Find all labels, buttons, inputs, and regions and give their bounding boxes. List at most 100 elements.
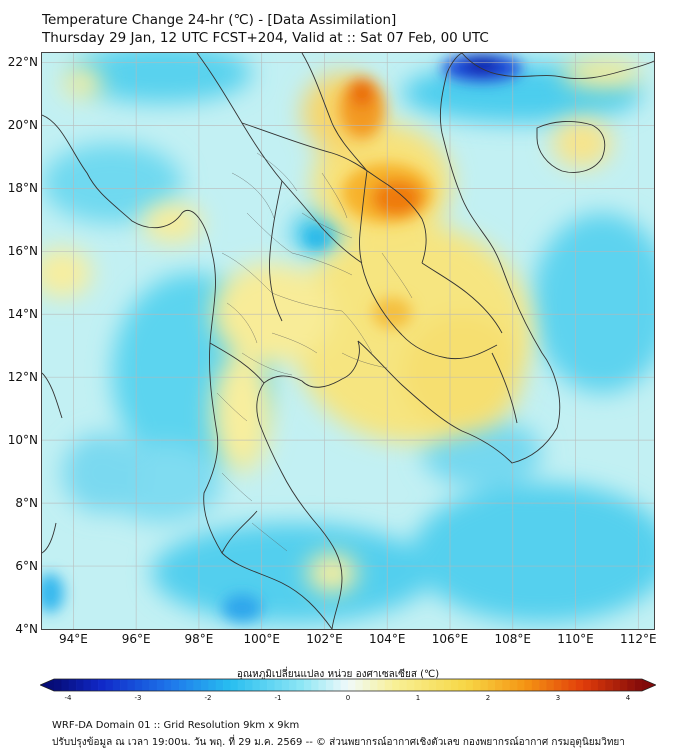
colorbar-tick-label: -3	[134, 694, 142, 702]
longitude-label: 94°E	[58, 632, 88, 646]
colorbar-segment	[480, 679, 488, 691]
longitude-label: 100°E	[243, 632, 280, 646]
colorbar-segment	[68, 679, 77, 691]
colorbar-tick-label: 4	[625, 694, 631, 702]
colorbar-outline	[40, 678, 656, 692]
colorbar-tick-label: -2	[204, 694, 212, 702]
province-boundaries	[216, 152, 413, 552]
colorbar-segment	[267, 679, 275, 691]
colorbar-segment	[421, 679, 430, 691]
colorbar-segment	[384, 679, 393, 691]
colorbar-segment	[76, 679, 84, 691]
latitude-label: 16°N	[7, 244, 38, 259]
map-title: Temperature Change 24-hr (℃) - [Data Ass…	[42, 12, 397, 28]
latitude-label: 4°N	[15, 622, 38, 636]
colorbar-segment	[583, 679, 591, 691]
colorbar-tick-label: 0	[345, 694, 351, 702]
colorbar-segment	[252, 679, 261, 691]
colorbar-segment	[612, 679, 621, 691]
colorbar-segment	[281, 679, 290, 691]
longitude-label: 104°E	[368, 632, 406, 646]
colorbar	[40, 678, 656, 692]
colorbar-segment	[237, 679, 246, 691]
colorbar-segment	[436, 679, 444, 691]
colorbar-segment	[539, 679, 547, 691]
colorbar-segment	[105, 679, 114, 691]
colorbar-segment	[245, 679, 253, 691]
colorbar-segment	[370, 679, 378, 691]
colorbar-tick-label: -1	[274, 694, 282, 702]
colorbar-max-extension	[642, 679, 656, 691]
latitude-label: 10°N	[7, 433, 38, 448]
longitude-label: 110°E	[557, 632, 594, 646]
colorbar-segment	[568, 679, 577, 691]
colorbar-segment	[186, 679, 194, 691]
colorbar-segment	[178, 679, 187, 691]
colorbar-segment	[546, 679, 555, 691]
colorbar-segment	[164, 679, 172, 691]
latitude-label: 8°N	[15, 496, 38, 511]
colorbar-segment	[259, 679, 268, 691]
colorbar-segment	[392, 679, 400, 691]
model-info: WRF-DA Domain 01 :: Grid Resolution 9km …	[52, 720, 300, 731]
colorbar-segment	[230, 679, 239, 691]
cold-anomaly-field	[42, 53, 654, 623]
colorbar-min-extension	[40, 679, 54, 691]
colorbar-segment	[303, 679, 312, 691]
colorbar-segment	[112, 679, 121, 691]
longitude-label: 98°E	[184, 632, 214, 646]
colorbar-segment	[619, 679, 628, 691]
colorbar-segment	[399, 679, 408, 691]
colorbar-segment	[318, 679, 327, 691]
colorbar-segment	[193, 679, 202, 691]
colorbar-segment	[355, 679, 363, 691]
colorbar-segment	[201, 679, 209, 691]
colorbar-segment	[553, 679, 562, 691]
colorbar-segment	[90, 679, 99, 691]
colorbar-segment	[495, 679, 503, 691]
hot-anomaly-field	[340, 78, 432, 329]
colorbar-segment	[171, 679, 180, 691]
colorbar-segment	[274, 679, 283, 691]
colorbar-segment	[414, 679, 422, 691]
colorbar-segment	[223, 679, 231, 691]
colorbar-segment	[289, 679, 297, 691]
longitude-label: 102°E	[306, 632, 343, 646]
latitude-label: 6°N	[15, 559, 38, 574]
colorbar-segment	[215, 679, 224, 691]
colorbar-segment	[597, 679, 606, 691]
colorbar-tick-label: 2	[485, 694, 491, 702]
latitude-label: 22°N	[7, 55, 38, 70]
colorbar-segment	[362, 679, 371, 691]
coastlines-and-borders	[42, 53, 654, 629]
map-frame	[41, 52, 655, 630]
colorbar-segment	[487, 679, 496, 691]
colorbar-segment	[348, 679, 356, 691]
graticule	[42, 53, 654, 629]
colorbar-segment	[149, 679, 158, 691]
longitude-label: 112°E	[620, 632, 657, 646]
colorbar-title: อุณหภูมิเปลี่ยนแปลง หน่วย องศาเซลเซียส (…	[236, 669, 440, 680]
colorbar-segment	[61, 679, 69, 691]
longitude-label: 96°E	[121, 632, 151, 646]
colorbar-segment	[120, 679, 128, 691]
issue-info: ปรับปรุงข้อมูล ณ เวลา 19:00น. วัน พฤ. ที…	[52, 737, 625, 748]
colorbar-segment	[531, 679, 540, 691]
colorbar-segment	[428, 679, 437, 691]
colorbar-segment	[450, 679, 459, 691]
colorbar-segment	[575, 679, 584, 691]
map-subtitle: Thursday 29 Jan, 12 UTC FCST+204, Valid …	[42, 30, 489, 46]
colorbar-segment	[325, 679, 334, 691]
colorbar-segment	[98, 679, 106, 691]
latitude-label: 12°N	[7, 370, 38, 385]
colorbar-segment	[156, 679, 165, 691]
colorbar-segment	[443, 679, 452, 691]
colorbar-segment	[54, 679, 62, 691]
colorbar-segment	[509, 679, 518, 691]
longitude-label: 106°E	[431, 632, 469, 646]
colorbar-segment	[406, 679, 415, 691]
colorbar-segment	[333, 679, 341, 691]
colorbar-segment	[465, 679, 474, 691]
colorbar-tick-label: 3	[555, 694, 561, 702]
colorbar-segment	[134, 679, 143, 691]
